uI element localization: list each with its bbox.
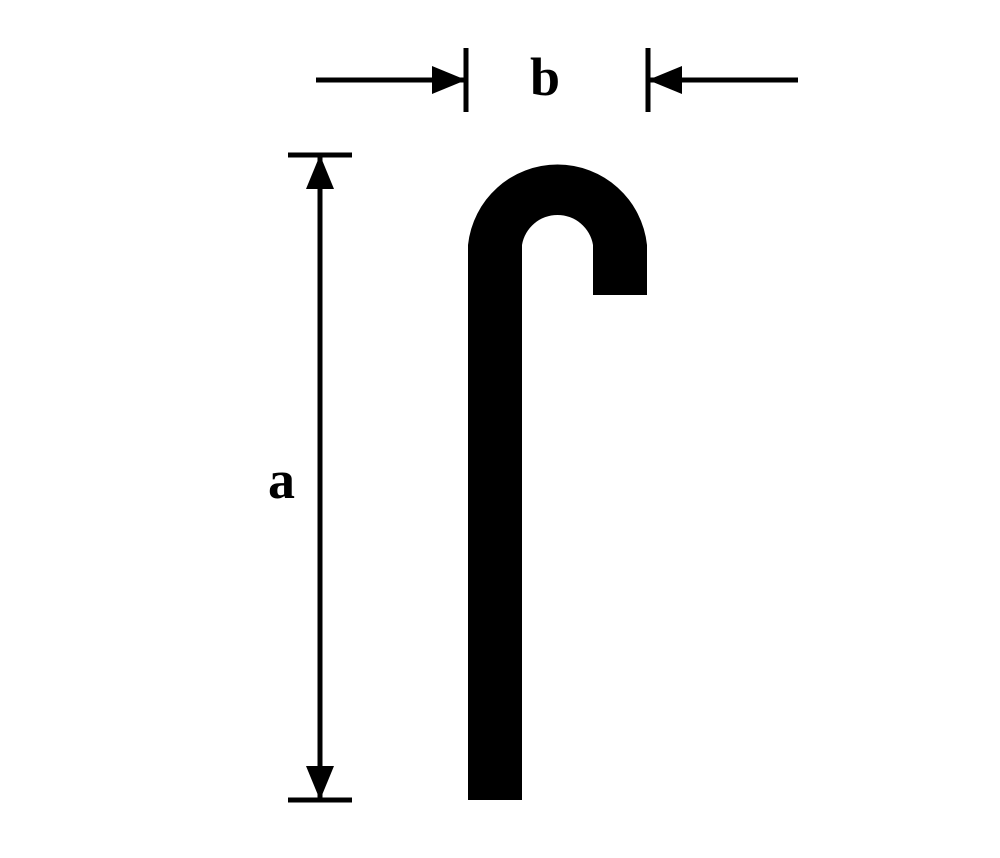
dimension-a: a: [268, 155, 352, 800]
dimension-b-label: b: [530, 47, 560, 107]
j-profile-shape: [468, 164, 647, 800]
dimension-b: b: [316, 47, 798, 112]
dimension-a-label: a: [268, 450, 295, 510]
